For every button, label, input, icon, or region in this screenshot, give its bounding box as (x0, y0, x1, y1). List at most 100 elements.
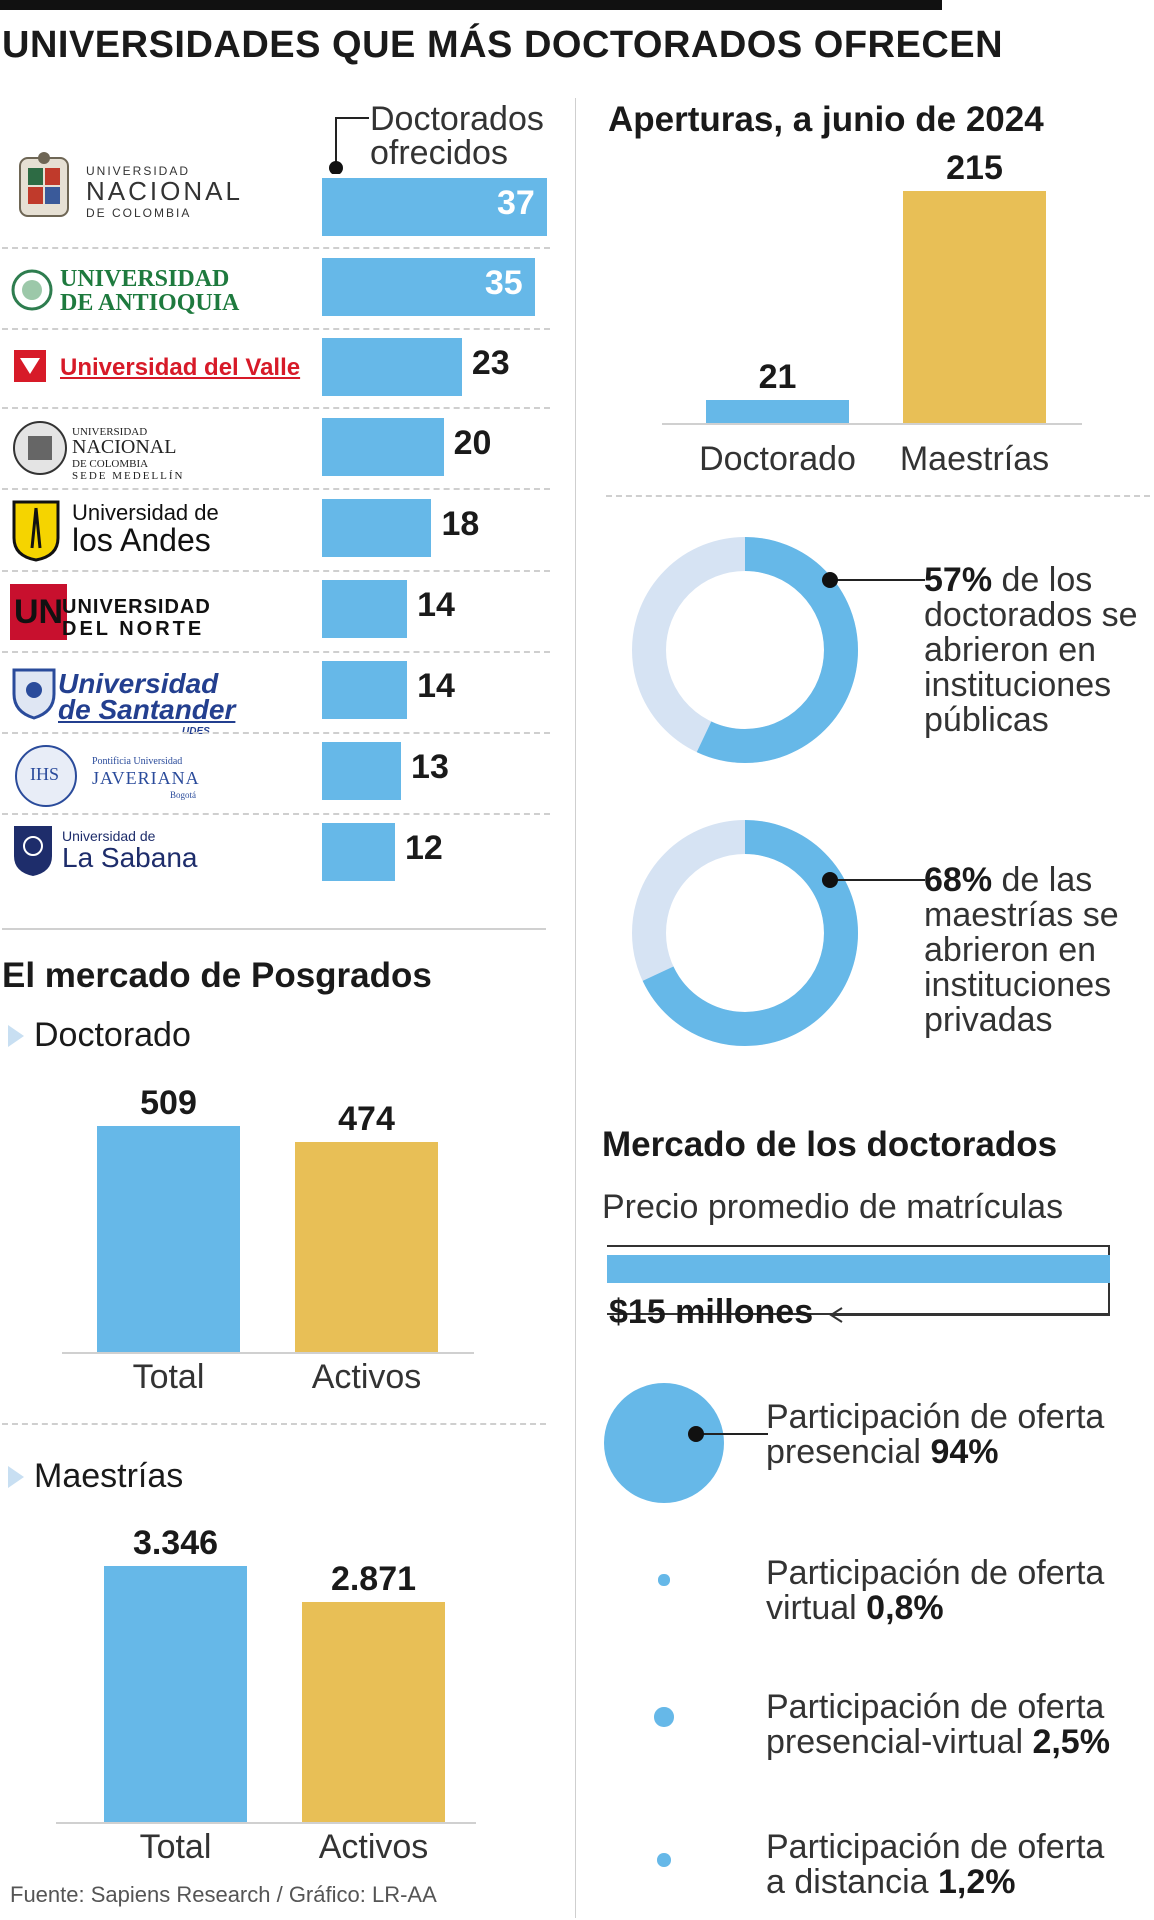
section-divider (2, 928, 546, 930)
logo-uninorte: UN UNIVERSIDAD DEL NORTE (10, 584, 310, 648)
logo-javeriana: IHS Pontificia Universidad JAVERIANA Bog… (10, 740, 310, 807)
mercado-title: El mercado de Posgrados (2, 956, 432, 995)
participacion-presencial-virtual: Participación de oferta presencial-virtu… (766, 1690, 1110, 1760)
logo-unalm-l3: DE COLOMBIA (72, 458, 149, 470)
row-divider (2, 570, 550, 572)
participacion-circle (658, 1574, 670, 1586)
aperturas-doctorado-bar (706, 400, 849, 423)
row-divider (2, 328, 550, 330)
top-rule (0, 0, 942, 10)
doctorados-header-line1: Doctorados (370, 100, 544, 138)
logo-unal: UNIVERSIDAD NACIONAL DE COLOMBIA (10, 152, 310, 220)
participacion-circle (654, 1707, 674, 1727)
uni-value-label: 37 (497, 184, 535, 222)
logo-unal-medellin: UNIVERSIDAD NACIONAL DE COLOMBIA SEDE ME… (10, 412, 310, 482)
donut2-line1: de las (1001, 861, 1093, 899)
aperturas-doctorado-value: 21 (758, 358, 797, 397)
donut2-line3: abrieron en (924, 931, 1097, 969)
mercado-doctorados-title: Mercado de los doctorados (602, 1125, 1058, 1164)
price-arrow-icon (829, 1307, 1110, 1323)
triangle-bullet-icon (8, 1466, 24, 1488)
maestrias-activos-label: Activos (318, 1828, 429, 1866)
donut1-line5: públicas (924, 701, 1049, 739)
uni-bar (322, 580, 408, 638)
uni-value-label: 23 (471, 344, 510, 382)
participacion-circle (604, 1383, 724, 1503)
precio-label: Precio promedio de matrículas (602, 1188, 1064, 1226)
logo-uniandes: Universidad de los Andes (10, 498, 310, 562)
presencial-leader-line (688, 1426, 768, 1442)
row-divider (2, 488, 550, 490)
doctorado-total-value: 509 (140, 1084, 197, 1122)
uni-bar (322, 661, 408, 719)
donut1-leader-line (822, 572, 925, 588)
uni-value-label: 13 (411, 748, 449, 786)
javeriana-seal-icon (15, 745, 77, 807)
logo-javeriana-l1: Pontificia Universidad (92, 756, 183, 767)
uni-value-label: 14 (417, 586, 455, 624)
row-divider (2, 651, 550, 653)
donut1-line1: de los (1001, 561, 1093, 599)
logo-javeriana-l3: Bogotá (170, 790, 196, 800)
logo-unisabana-l2: La Sabana (62, 842, 198, 873)
uni-value-label: 14 (417, 667, 455, 705)
aperturas-baseline (662, 423, 1082, 425)
uni-bar (322, 742, 402, 800)
logo-udea-l1: UNIVERSIDAD (60, 266, 230, 292)
logo-javeriana-l2: JAVERIANA (92, 768, 200, 788)
maestrias-subtitle: Maestrías (34, 1457, 184, 1495)
row-divider (2, 247, 550, 249)
uni-value-label: 20 (453, 424, 492, 462)
doctorado-total-bar (97, 1126, 240, 1352)
logo-univalle: Universidad del Valle (10, 346, 310, 410)
participacion-distancia: Participación de oferta a distancia 1,2% (766, 1830, 1104, 1900)
maestrias-total-label: Total (139, 1828, 212, 1866)
udes-shield-icon (12, 668, 56, 720)
logo-uniandes-l1: Universidad de (72, 500, 219, 525)
maestrias-total-bar (104, 1566, 247, 1822)
unal-medellin-crest-icon (13, 421, 67, 475)
donut2-caption: 68% de las maestrías se abrieron en inst… (924, 863, 1119, 1038)
row-divider (2, 732, 550, 734)
uni-bar (322, 178, 547, 236)
donut-arc (632, 537, 858, 763)
participacion-line2: presencial-virtual (766, 1723, 1023, 1761)
logo-udes: Universidad de Santander UDES (10, 664, 310, 737)
maestrias-baseline (56, 1822, 476, 1824)
doctorado-total-label: Total (132, 1358, 205, 1396)
aperturas-doctorado-label: Doctorado (699, 440, 856, 478)
uninorte-mark-icon: UN (10, 584, 68, 640)
logo-udea: UNIVERSIDAD DE ANTIOQUIA (10, 262, 310, 326)
logo-unal-big: NACIONAL (86, 176, 243, 206)
uni-value-label: 12 (404, 829, 443, 867)
participacion-value: 1,2% (938, 1863, 1016, 1901)
donut2-line5: privadas (924, 1001, 1053, 1039)
doctorado-subtitle: Doctorado (34, 1016, 191, 1054)
section-divider (606, 495, 1150, 497)
javeriana-mark-icon: IHS (30, 764, 60, 784)
donut1-line2: doctorados se (924, 596, 1138, 634)
logo-unalm-l4: SEDE MEDELLÍN (72, 470, 185, 482)
doctorado-activos-bar (295, 1141, 438, 1352)
maestrias-activos-value: 2.871 (330, 1560, 417, 1599)
price-bar (607, 1255, 1110, 1283)
donut-arc (632, 820, 858, 1046)
doctorados-header: Doctorados ofrecidos (370, 102, 544, 170)
logo-unisabana: Universidad de La Sabana (10, 822, 310, 886)
logo-unalm-l1: UNIVERSIDAD (72, 426, 148, 438)
page-title: UNIVERSIDADES QUE MÁS DOCTORADOS OFRECEN (2, 24, 1004, 66)
donut1-line3: abrieron en (924, 631, 1097, 669)
section-divider (2, 1423, 546, 1425)
participacion-value: 2,5% (1032, 1723, 1110, 1761)
unisabana-shield-icon (14, 826, 52, 876)
doctorado-activos-label: Activos (311, 1358, 422, 1396)
uni-bar (322, 258, 535, 316)
maestrias-activos-bar (302, 1602, 445, 1822)
uni-bar (322, 823, 395, 881)
aperturas-maestrias-value: 215 (946, 149, 1003, 187)
logo-udes-l3: UDES (182, 726, 210, 737)
uni-value-label: 18 (441, 505, 480, 543)
participacion-value: 0,8% (866, 1589, 944, 1627)
uni-bar (322, 499, 432, 557)
logo-uninorte-l1: UNIVERSIDAD (62, 596, 211, 618)
